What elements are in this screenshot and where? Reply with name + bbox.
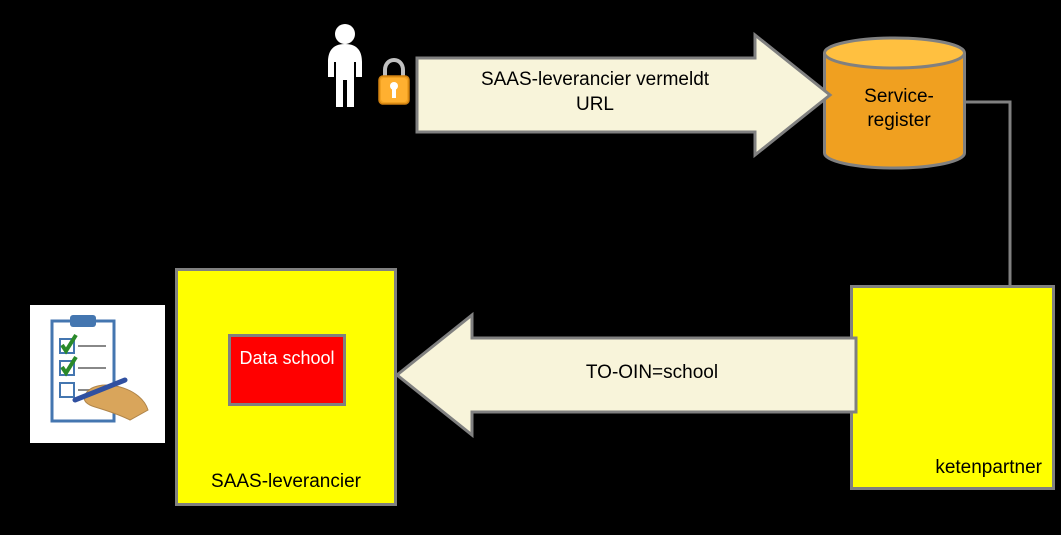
certificate-icon bbox=[30, 305, 165, 443]
arrow-saas-to-register: SAAS-leverancier vermeldt URL bbox=[415, 30, 835, 160]
ketenpartner-box: ketenpartner bbox=[850, 285, 1055, 490]
lock-icon bbox=[375, 58, 413, 106]
certificate-caption: Certificaat bbox=[28, 445, 105, 465]
person-icon bbox=[320, 22, 370, 112]
arrow2-label: TO-OIN=school bbox=[542, 362, 762, 384]
service-register-cylinder: Service-register bbox=[822, 35, 967, 171]
arrow-ketenpartner-to-saas: TO-OIN=school bbox=[392, 310, 858, 440]
ketenpartner-label: ketenpartner bbox=[863, 457, 1042, 479]
data-school-label: Data school bbox=[231, 347, 343, 370]
saas-leverancier-label: SAAS-leverancier bbox=[178, 471, 394, 493]
data-school-box: Data school bbox=[228, 334, 346, 406]
service-register-label: Service-register bbox=[844, 85, 954, 133]
arrow1-label: SAAS-leverancier vermeldt URL bbox=[465, 68, 725, 117]
